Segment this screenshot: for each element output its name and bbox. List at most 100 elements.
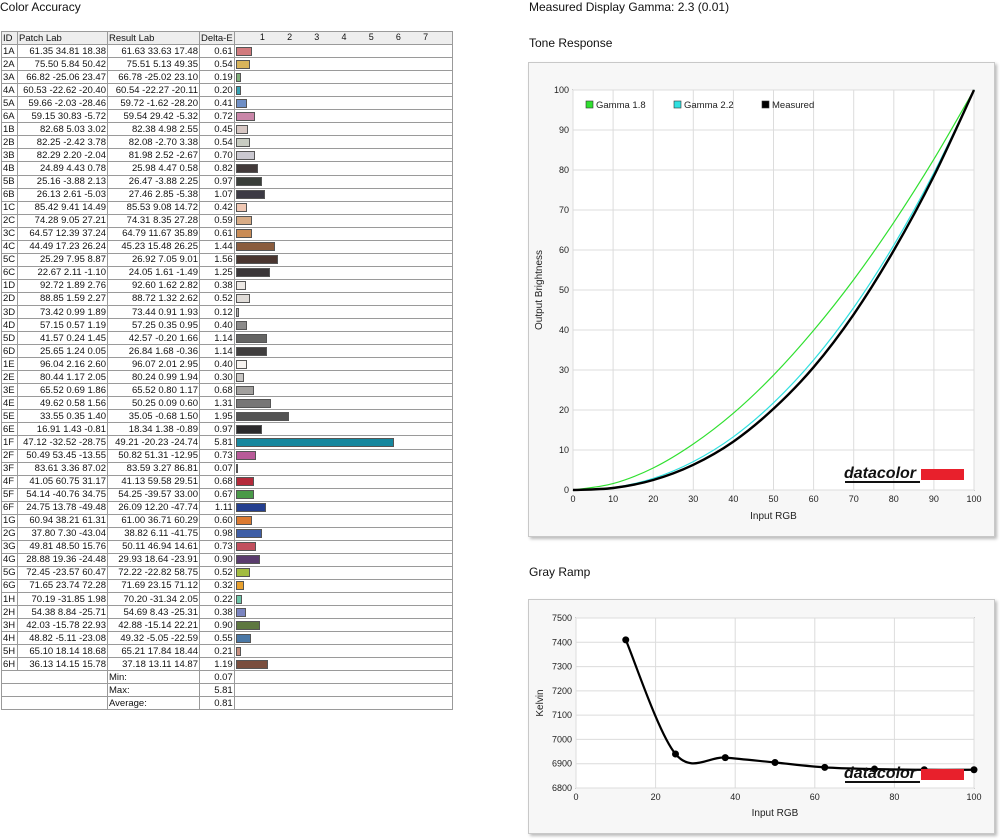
delta-e-bar bbox=[235, 529, 263, 539]
delta-e-bar bbox=[235, 451, 256, 461]
legend-label: Gamma 2.2 bbox=[684, 100, 734, 111]
row-patch-lab: 24.89 4.43 0.78 bbox=[17, 161, 108, 176]
row-bar-cell bbox=[233, 278, 453, 293]
row-id: 2F bbox=[1, 448, 18, 463]
row-bar-cell bbox=[233, 435, 453, 450]
legend-swatch bbox=[673, 100, 682, 109]
row-patch-lab: 70.19 -31.85 1.98 bbox=[17, 592, 108, 607]
table-row: 5E 33.55 0.35 1.40 35.05 -0.68 1.50 1.95 bbox=[1, 409, 453, 424]
row-result-lab: 37.18 13.11 14.87 bbox=[107, 657, 200, 672]
summary-blank bbox=[1, 696, 108, 711]
delta-e-bar bbox=[235, 581, 245, 591]
delta-e-bar bbox=[235, 203, 248, 213]
row-id: 2E bbox=[1, 370, 18, 385]
table-row: 1A 61.35 34.81 18.38 61.63 33.63 17.48 0.61 bbox=[1, 44, 453, 59]
row-bar-cell bbox=[233, 252, 453, 267]
table-row: 5C 25.29 7.95 8.87 26.92 7.05 9.01 1.56 bbox=[1, 252, 453, 267]
row-delta-e: 0.32 bbox=[199, 578, 235, 594]
summary-blank bbox=[1, 670, 108, 685]
row-result-lab: 45.23 15.48 26.25 bbox=[107, 239, 200, 254]
delta-e-bar bbox=[235, 385, 255, 395]
x-tick-label: 60 bbox=[809, 494, 819, 504]
row-delta-e: 0.40 bbox=[199, 318, 235, 333]
x-axis-label: Input RGB bbox=[752, 808, 799, 819]
row-result-lab: 64.79 11.67 35.89 bbox=[107, 226, 200, 241]
delta-e-tick-label: 2 bbox=[287, 32, 293, 42]
row-bar-cell bbox=[233, 592, 453, 607]
row-bar-cell bbox=[233, 657, 453, 672]
y-tick-label: 40 bbox=[559, 325, 569, 335]
table-row: 3A 66.82 -25.06 23.47 66.78 -25.02 23.10 0.… bbox=[1, 70, 453, 85]
row-patch-lab: 71.65 23.74 72.28 bbox=[17, 578, 108, 594]
table-row: 1E 96.04 2.16 2.60 96.07 2.01 2.95 0.40 bbox=[1, 357, 453, 372]
summary-value: 0.81 bbox=[199, 696, 235, 711]
row-delta-e: 1.56 bbox=[199, 252, 235, 267]
delta-e-bar bbox=[235, 346, 267, 356]
row-bar-cell bbox=[233, 344, 453, 359]
table-row: 4B 24.89 4.43 0.78 25.98 4.47 0.58 0.82 bbox=[1, 161, 453, 176]
row-patch-lab: 82.68 5.03 3.02 bbox=[17, 122, 108, 137]
x-tick-label: 60 bbox=[810, 792, 820, 802]
row-patch-lab: 88.85 1.59 2.27 bbox=[17, 291, 108, 306]
row-result-lab: 25.98 4.47 0.58 bbox=[107, 161, 200, 176]
row-patch-lab: 59.66 -2.03 -28.46 bbox=[17, 96, 108, 111]
row-id: 5A bbox=[1, 96, 18, 111]
row-result-lab: 49.32 -5.05 -22.59 bbox=[107, 631, 200, 646]
datacolor-logo-underline bbox=[845, 481, 920, 483]
delta-e-tick-label: 1 bbox=[259, 32, 265, 42]
delta-e-bar bbox=[235, 163, 258, 173]
row-result-lab: 83.59 3.27 86.81 bbox=[107, 461, 200, 476]
row-patch-lab: 48.82 -5.11 -23.08 bbox=[17, 631, 108, 646]
row-result-lab: 85.53 9.08 14.72 bbox=[107, 200, 200, 215]
row-patch-lab: 72.45 -23.57 60.47 bbox=[17, 565, 108, 580]
row-result-lab: 35.05 -0.68 1.50 bbox=[107, 409, 200, 424]
x-tick-label: 40 bbox=[728, 494, 738, 504]
y-tick-label: 0 bbox=[564, 485, 569, 495]
row-result-lab: 50.25 0.09 0.60 bbox=[107, 396, 200, 411]
row-bar-cell bbox=[233, 239, 453, 254]
delta-e-bar bbox=[235, 437, 394, 447]
row-patch-lab: 83.61 3.36 87.02 bbox=[17, 461, 108, 476]
row-patch-lab: 75.50 5.84 50.42 bbox=[17, 57, 108, 72]
row-result-lab: 42.88 -15.14 22.21 bbox=[107, 618, 200, 633]
gamma-title: Measured Display Gamma: 2.3 (0.01) bbox=[529, 0, 730, 14]
row-delta-e: 0.19 bbox=[199, 70, 235, 85]
datacolor-logo-bar bbox=[921, 769, 964, 780]
row-patch-lab: 61.35 34.81 18.38 bbox=[17, 44, 108, 59]
row-bar-cell bbox=[233, 161, 453, 176]
kelvin-point bbox=[771, 759, 779, 766]
row-patch-lab: 25.29 7.95 8.87 bbox=[17, 252, 108, 267]
row-delta-e: 0.67 bbox=[199, 487, 235, 502]
datacolor-logo-text: datacolor bbox=[844, 765, 917, 782]
delta-e-bar bbox=[235, 646, 242, 656]
row-id: 5E bbox=[1, 409, 18, 424]
delta-e-bar bbox=[235, 281, 247, 291]
table-row: 6H 36.13 14.15 15.78 37.18 13.11 14.87 1.19 bbox=[1, 657, 453, 672]
row-result-lab: 82.38 4.98 2.55 bbox=[107, 122, 200, 137]
row-bar-cell bbox=[233, 304, 453, 320]
delta-e-bar bbox=[235, 98, 247, 108]
delta-e-tick-label: 6 bbox=[395, 32, 401, 42]
kelvin-point bbox=[970, 766, 978, 774]
row-delta-e: 1.11 bbox=[199, 500, 235, 515]
row-bar-cell bbox=[233, 461, 453, 476]
row-patch-lab: 47.12 -32.52 -28.75 bbox=[17, 435, 108, 450]
delta-e-bar bbox=[235, 503, 266, 513]
delta-e-bar bbox=[235, 594, 242, 604]
delta-e-bar bbox=[235, 111, 256, 121]
row-bar-cell bbox=[233, 644, 453, 659]
table-row: 2C 74.28 9.05 27.21 74.31 8.35 27.28 0.59 bbox=[1, 213, 453, 228]
delta-e-bar bbox=[235, 294, 250, 304]
row-bar-cell bbox=[233, 565, 453, 580]
table-row: 6E 16.91 1.43 -0.81 18.34 1.38 -0.89 0.97 bbox=[1, 422, 453, 437]
delta-e-tick-label: 5 bbox=[368, 32, 374, 42]
row-result-lab: 81.98 2.52 -2.67 bbox=[107, 148, 200, 163]
delta-e-bar bbox=[235, 137, 251, 147]
row-id: 3F bbox=[1, 461, 18, 476]
row-delta-e: 0.54 bbox=[199, 57, 235, 72]
series-line-measured bbox=[572, 89, 976, 492]
table-row: 6B 26.13 2.61 -5.03 27.46 2.85 -5.38 1.07 bbox=[1, 187, 453, 202]
row-patch-lab: 80.44 1.17 2.05 bbox=[17, 370, 108, 385]
table-row: 5D 41.57 0.24 1.45 42.57 -0.20 1.66 1.14 bbox=[1, 331, 453, 346]
table-row: 6A 59.15 30.83 -5.72 59.54 29.42 -5.32 0.72 bbox=[1, 109, 453, 124]
